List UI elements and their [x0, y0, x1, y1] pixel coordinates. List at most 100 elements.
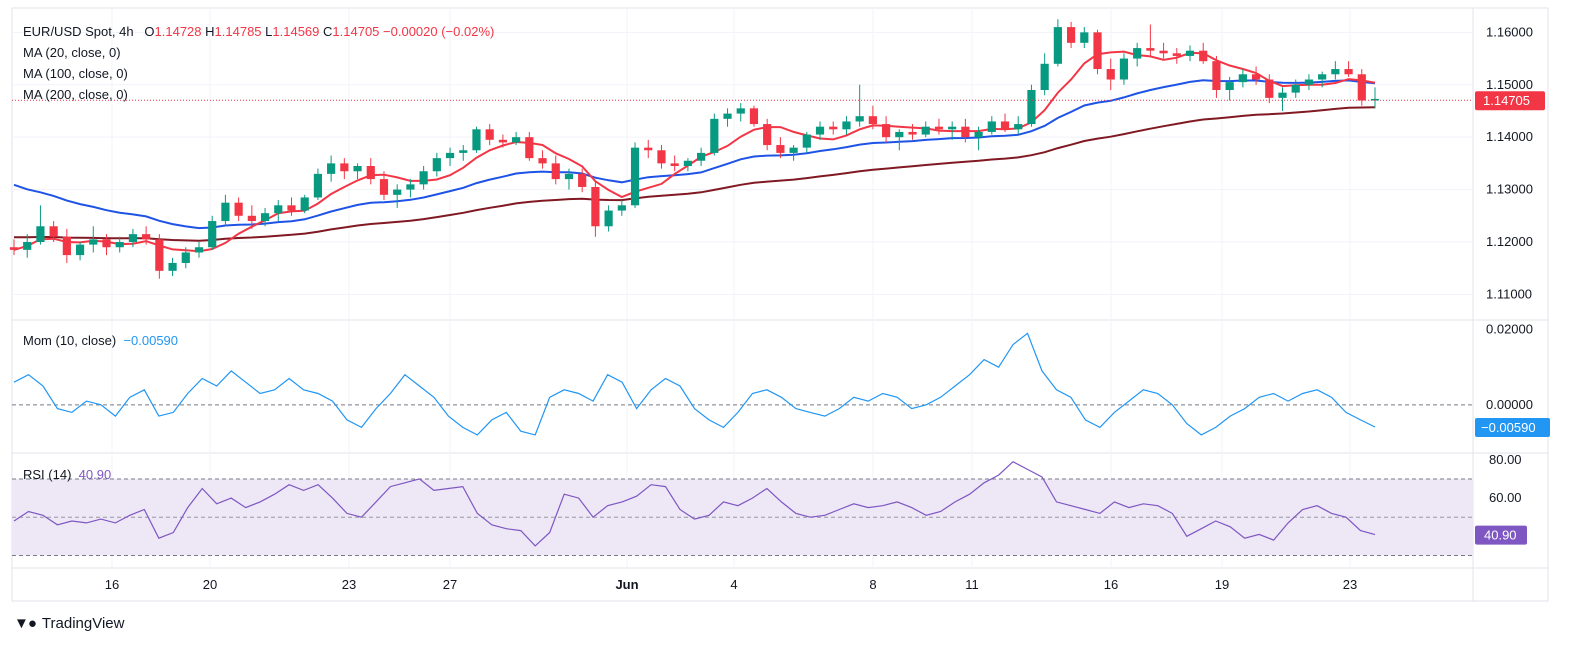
candle-body — [538, 158, 547, 164]
candle-body — [578, 173, 587, 187]
candle-body — [512, 137, 521, 143]
candle — [882, 116, 891, 143]
candle-body — [353, 166, 362, 172]
ma100-legend[interactable]: MA (100, close, 0) — [23, 66, 128, 81]
change-value: −0.00020 (−0.02%) — [383, 24, 495, 39]
candle-body — [1238, 74, 1247, 83]
rsi-legend[interactable]: RSI (14) 40.90 — [23, 467, 111, 482]
candle-body — [181, 252, 190, 263]
candle — [1291, 79, 1300, 98]
candle-body — [948, 126, 957, 130]
candle — [1199, 42, 1208, 64]
candle — [221, 194, 230, 227]
candle — [445, 147, 455, 166]
candle-body — [1357, 74, 1366, 101]
candle-body — [908, 131, 917, 135]
rsi-tick-label: 60.00 — [1489, 490, 1522, 505]
candle-body — [670, 163, 679, 166]
time-tick-label: 19 — [1215, 577, 1229, 592]
candle-body — [102, 239, 111, 248]
ma200-legend[interactable]: MA (200, close, 0) — [23, 87, 128, 102]
candle-body — [749, 108, 759, 125]
candle — [155, 234, 164, 279]
candle-body — [987, 121, 996, 132]
candle-body — [1133, 48, 1142, 59]
candle — [208, 215, 217, 250]
time-tick-label: 11 — [965, 577, 979, 592]
candle-body — [221, 202, 230, 222]
ma20-legend[interactable]: MA (20, close, 0) — [23, 45, 121, 60]
candle — [194, 242, 204, 258]
candle-body — [1199, 50, 1208, 62]
last-price-tag-label: 1.14705 — [1483, 93, 1530, 108]
candle — [366, 158, 375, 185]
high-label: H — [205, 24, 215, 39]
candle-body — [1212, 61, 1221, 90]
candle — [908, 124, 917, 140]
candle-body — [1093, 32, 1102, 70]
candle — [868, 105, 877, 130]
candle — [115, 236, 124, 253]
candle — [1119, 53, 1129, 85]
candle — [842, 116, 851, 135]
candle-body — [829, 126, 838, 130]
candle-body — [287, 205, 296, 211]
high-value: 1.14785 — [214, 24, 262, 39]
low-label: L — [265, 24, 273, 39]
candle-body — [868, 116, 877, 125]
candle — [274, 200, 283, 222]
candle-body — [419, 171, 428, 185]
ma200-line — [13, 106, 1376, 242]
candle — [512, 131, 521, 146]
candle — [630, 142, 640, 208]
ma100-line — [13, 79, 1376, 230]
candle-body — [710, 118, 719, 153]
candle-body — [697, 152, 706, 161]
momentum-legend[interactable]: Mom (10, close) −0.00590 — [23, 333, 178, 348]
candle — [498, 134, 507, 148]
candle — [247, 205, 256, 229]
candle — [802, 131, 811, 153]
candle-body — [432, 158, 441, 172]
candle — [393, 184, 402, 208]
candle — [75, 242, 85, 261]
candle — [1212, 55, 1221, 98]
candle-body — [1331, 69, 1340, 75]
time-tick-label: 4 — [730, 577, 737, 592]
candle-body — [1027, 90, 1036, 125]
candle-body — [683, 160, 692, 166]
candle — [1106, 58, 1115, 90]
candle — [432, 152, 441, 177]
tradingview-brand[interactable]: ▼● TradingView — [14, 615, 124, 632]
candle-body — [1119, 58, 1129, 80]
candle — [723, 108, 732, 127]
candle-body — [142, 234, 151, 240]
candle — [697, 147, 706, 166]
candle-body — [459, 150, 468, 153]
candle-body — [247, 215, 256, 222]
candle-body — [776, 145, 785, 153]
candle-body — [921, 126, 930, 135]
low-value: 1.14569 — [272, 24, 320, 39]
candle-body — [564, 173, 574, 180]
tradingview-logo-icon: ▼● — [14, 615, 37, 632]
candle-body — [723, 113, 732, 119]
candle — [340, 158, 349, 180]
candle-body — [1291, 84, 1300, 93]
time-tick-label: 23 — [1343, 577, 1357, 592]
momentum-value: −0.00590 — [123, 333, 179, 348]
candle — [829, 121, 838, 135]
candle — [591, 181, 600, 237]
candle-body — [1251, 74, 1261, 80]
candle-body — [855, 116, 864, 122]
candle-body — [1106, 69, 1115, 80]
last-price-tag — [1475, 91, 1545, 111]
ma20-line — [13, 50, 1376, 253]
candle-body — [974, 131, 983, 138]
candle — [1344, 61, 1353, 77]
candle — [961, 118, 970, 143]
candle — [36, 205, 45, 245]
candle — [1172, 48, 1181, 64]
candle — [670, 155, 679, 172]
